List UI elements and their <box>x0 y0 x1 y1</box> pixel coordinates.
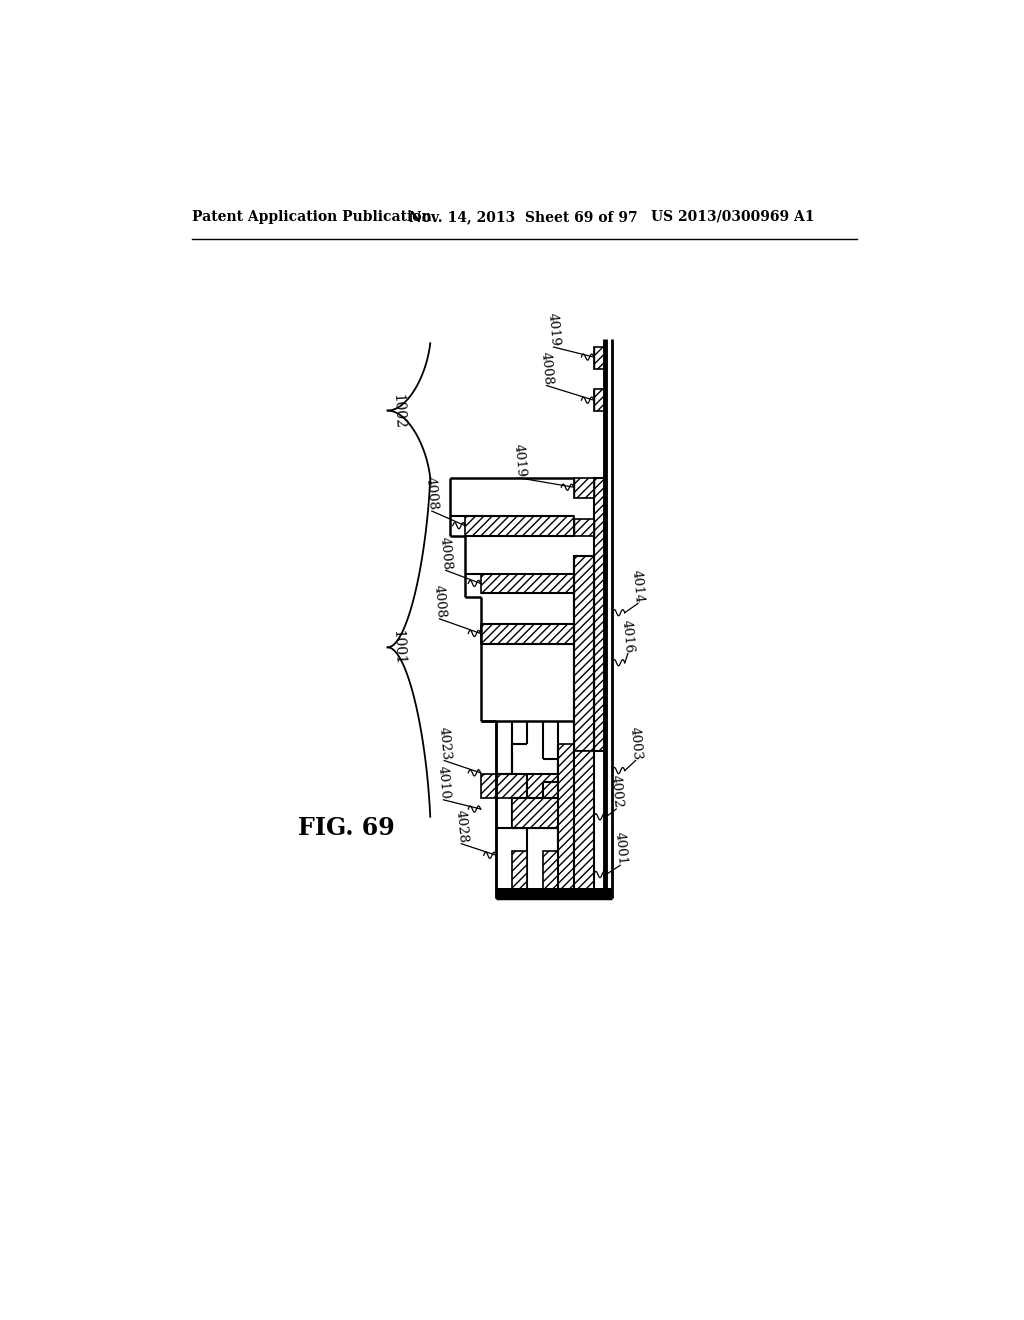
Bar <box>496 888 612 899</box>
Bar <box>480 624 573 644</box>
Text: 4008: 4008 <box>438 536 454 570</box>
Bar <box>480 721 573 775</box>
Text: 4008: 4008 <box>424 477 439 511</box>
Bar <box>543 851 558 890</box>
Text: 4023: 4023 <box>436 726 453 760</box>
Text: 4019: 4019 <box>511 444 527 478</box>
Bar <box>573 556 594 751</box>
Bar <box>594 347 605 368</box>
Text: FIG. 69: FIG. 69 <box>299 816 395 841</box>
Bar <box>465 516 573 536</box>
Bar <box>558 743 573 898</box>
Text: US 2013/0300969 A1: US 2013/0300969 A1 <box>651 210 815 224</box>
Bar <box>594 389 605 411</box>
Text: 4001: 4001 <box>612 830 628 866</box>
Text: Nov. 14, 2013  Sheet 69 of 97: Nov. 14, 2013 Sheet 69 of 97 <box>409 210 637 224</box>
Bar <box>573 751 594 898</box>
Text: 1001: 1001 <box>390 630 406 665</box>
Text: 4010: 4010 <box>435 766 452 800</box>
Bar <box>480 775 573 797</box>
Text: 4016: 4016 <box>620 619 636 653</box>
Bar <box>450 478 573 536</box>
Text: 4003: 4003 <box>628 726 643 760</box>
Text: 4014: 4014 <box>630 569 646 603</box>
Text: 4019: 4019 <box>546 313 561 347</box>
Bar <box>594 478 605 751</box>
Text: 4008: 4008 <box>539 351 554 385</box>
Bar <box>512 797 558 829</box>
Text: Patent Application Publication: Patent Application Publication <box>193 210 432 224</box>
Bar <box>573 519 594 536</box>
Bar <box>512 851 527 890</box>
Text: 4002: 4002 <box>608 775 625 809</box>
Bar <box>480 574 573 594</box>
Text: 4028: 4028 <box>454 809 469 843</box>
Text: 1002: 1002 <box>390 393 406 429</box>
Text: 4008: 4008 <box>431 585 447 619</box>
Bar <box>573 478 594 498</box>
